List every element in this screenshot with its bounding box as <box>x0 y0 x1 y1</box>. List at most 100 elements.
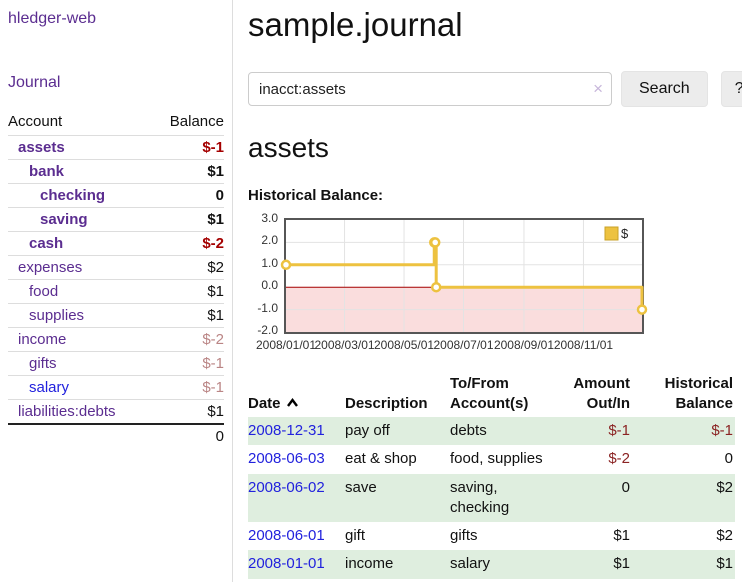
account-row: saving $1 <box>8 207 224 232</box>
brand-link[interactable]: hledger-web <box>8 10 97 27</box>
y-axis-label: 0.0 <box>261 278 278 293</box>
clear-search-icon[interactable]: × <box>593 79 603 98</box>
account-balance: $-1 <box>151 135 224 160</box>
page-title: sample.journal <box>248 6 463 43</box>
col-date[interactable]: Date <box>248 372 345 417</box>
account-link[interactable]: gifts <box>29 355 57 372</box>
x-axis-label: 2008/05/01 <box>373 338 435 352</box>
account-row: food $1 <box>8 279 224 304</box>
account-title: assets <box>248 132 329 163</box>
x-axis-label: 2008/11/01 <box>553 338 614 352</box>
account-balance: $1 <box>151 399 224 424</box>
account-row: liabilities:debts $1 <box>8 399 224 424</box>
date-link[interactable]: 2008-06-01 <box>248 527 325 544</box>
account-row: cash $-2 <box>8 231 224 256</box>
search-form: × Search ? <box>248 71 742 107</box>
account-link[interactable]: cash <box>29 235 64 252</box>
accounts-total-row: 0 <box>8 423 224 448</box>
account-row: checking 0 <box>8 183 224 208</box>
date-link[interactable]: 2008-06-03 <box>248 450 325 468</box>
y-axis-label: 3.0 <box>261 211 278 225</box>
date-link[interactable]: 2008-01-01 <box>248 555 325 573</box>
account-link[interactable]: supplies <box>29 307 85 324</box>
y-axis-label: 2.0 <box>261 233 278 248</box>
account-row: bank $1 <box>8 159 224 184</box>
account-link[interactable]: checking <box>40 187 106 204</box>
transaction-accounts: saving, checking <box>450 478 510 516</box>
account-balance: $1 <box>151 159 224 184</box>
accounts-total: 0 <box>151 423 224 448</box>
register-body: 2008-12-31 pay off debts $-1 $-1 2008-06-03 ea… <box>248 417 735 579</box>
data-point-marker <box>430 281 442 293</box>
account-row: gifts $-1 <box>8 351 224 376</box>
account-balance: $-2 <box>151 231 224 256</box>
account-link[interactable]: liabilities:debts <box>18 403 116 420</box>
balance-line-chart: $ <box>280 220 648 332</box>
transaction-amount: $-1 <box>608 422 630 439</box>
col-accounts: To/From Account(s) <box>450 375 529 412</box>
search-input[interactable] <box>248 72 612 106</box>
col-description: Description <box>345 394 428 412</box>
x-axis-label: 2008/01/01 <box>255 338 317 352</box>
account-balance: $1 <box>151 207 224 232</box>
transaction-balance: $-1 <box>711 422 733 439</box>
transaction-amount: $1 <box>613 555 630 573</box>
transaction-description: pay off <box>345 422 390 439</box>
transaction-balance: $2 <box>716 478 733 496</box>
account-balance: $-1 <box>151 375 224 400</box>
account-row: expenses $2 <box>8 255 224 280</box>
accounts-body: assets $-1 bank $1 checking 0 saving $1 cash $-2 e… <box>8 135 224 424</box>
transaction-amount: 0 <box>621 478 630 496</box>
register-row: 2008-06-01 gift gifts $1 $2 <box>248 522 735 550</box>
main-content: sample.journal × Search ? assets Histori… <box>233 0 742 582</box>
transaction-balance: $2 <box>716 527 733 544</box>
legend-label: $ <box>621 226 629 241</box>
x-axis-label: 2008/09/01 <box>493 338 554 352</box>
account-link[interactable]: bank <box>29 163 65 180</box>
search-input-wrap: × <box>248 72 612 106</box>
search-button[interactable]: Search <box>621 71 708 107</box>
accounts-header-row: Account Balance <box>8 108 224 136</box>
transaction-description: eat & shop <box>345 450 417 468</box>
register-row: 2008-06-03 eat & shop food, supplies $-2 0 <box>248 445 735 473</box>
account-row: income $-2 <box>8 327 224 352</box>
account-link[interactable]: assets <box>18 139 65 156</box>
account-balance: $2 <box>151 255 224 280</box>
transaction-accounts: food, supplies <box>450 450 543 468</box>
sort-ascending-icon <box>286 397 298 407</box>
chart-title: Historical Balance: <box>248 187 384 204</box>
col-date-label: Date <box>248 394 281 412</box>
account-link[interactable]: income <box>18 331 67 348</box>
date-link[interactable]: 2008-06-02 <box>248 478 325 496</box>
transaction-amount: $1 <box>613 527 630 544</box>
journal-nav-link[interactable]: Journal <box>8 74 61 91</box>
y-axis-label: 1.0 <box>261 255 278 270</box>
account-link[interactable]: saving <box>40 211 88 228</box>
data-point-marker <box>280 259 292 271</box>
accounts-header-balance: Balance <box>169 113 224 130</box>
x-axis-label: 2008/07/01 <box>433 338 494 352</box>
account-link[interactable]: expenses <box>18 259 83 276</box>
register-row: 2008-12-31 pay off debts $-1 $-1 <box>248 417 735 446</box>
register-table: Date Description To/From Account(s) Amou… <box>248 372 735 579</box>
date-link[interactable]: 2008-12-31 <box>248 422 325 439</box>
balance-chart: 3.0 2.0 1.0 0.0 -1.0 -2.0 $ 2008/01/01 2008/03… <box>248 211 742 354</box>
account-link[interactable]: food <box>29 283 59 300</box>
account-row: salary $-1 <box>8 375 224 400</box>
data-point-marker <box>429 237 441 248</box>
col-balance: Historical Balance <box>664 375 733 412</box>
legend-swatch <box>604 226 619 241</box>
account-row: assets $-1 <box>8 135 224 160</box>
help-button[interactable]: ? <box>720 71 742 107</box>
account-balance: $1 <box>151 303 224 328</box>
account-link[interactable]: salary <box>29 379 70 396</box>
register-header-row: Date Description To/From Account(s) Amou… <box>248 372 735 417</box>
plot-area: $ <box>280 218 648 334</box>
transaction-description: gift <box>345 527 366 544</box>
account-balance: 0 <box>151 183 224 208</box>
accounts-table: Account Balance assets $-1 bank $1 checking 0… <box>8 108 224 448</box>
account-balance: $-1 <box>151 351 224 376</box>
col-amount: Amount Out/In <box>573 375 630 412</box>
account-balance: $-2 <box>151 327 224 352</box>
